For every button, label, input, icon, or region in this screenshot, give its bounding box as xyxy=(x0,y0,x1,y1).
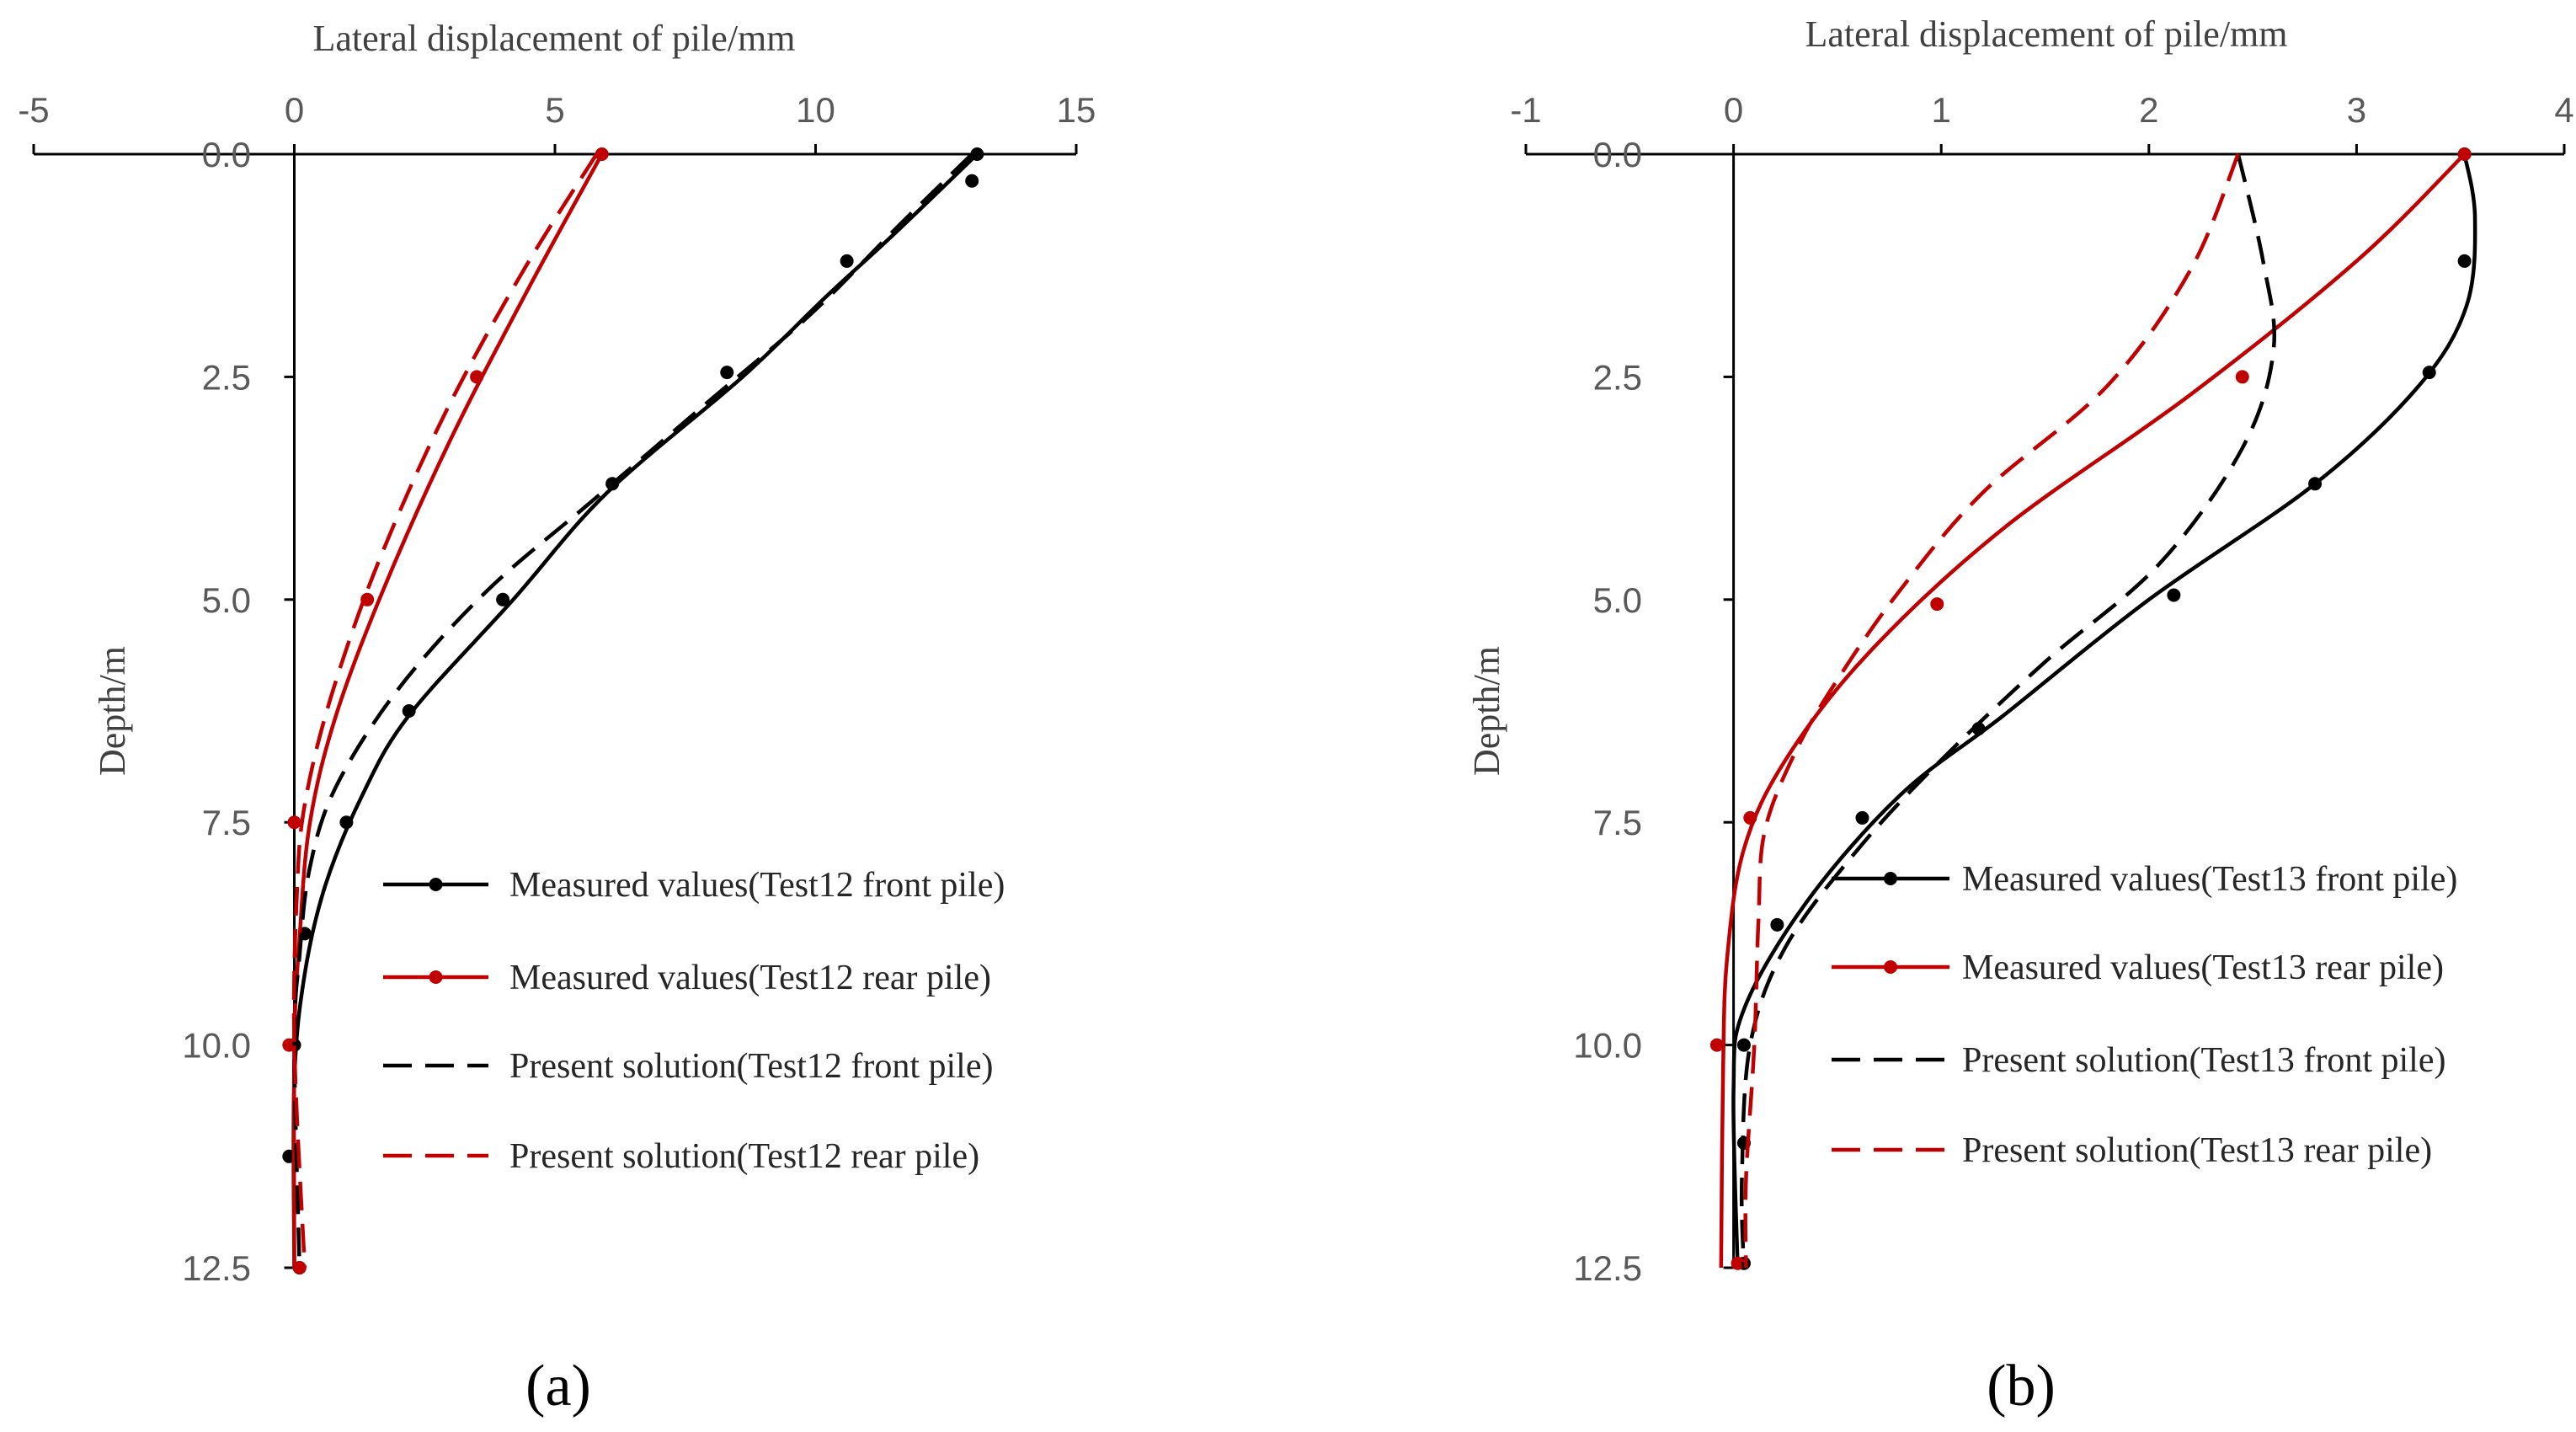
data-point xyxy=(1855,810,1869,825)
x-tick-label: 5 xyxy=(545,90,564,130)
x-tick-label: 2 xyxy=(2139,90,2158,130)
y-tick-label: 2.5 xyxy=(1593,357,1642,397)
series-line xyxy=(1743,153,2240,1269)
data-point xyxy=(1930,597,1944,612)
data-point xyxy=(970,147,984,161)
data-point xyxy=(2457,147,2472,161)
data-point xyxy=(1731,1256,1745,1270)
x-tick-label: 1 xyxy=(1932,90,1951,130)
legend: Measured values(Test12 front pile) Measur… xyxy=(383,866,1005,1176)
series-4 xyxy=(291,152,599,1269)
legend-entry: Measured values(Test13 rear pile) xyxy=(1962,948,2444,987)
x-axis-label: Lateral displacement of pile/mm xyxy=(312,18,795,59)
series-1 xyxy=(282,147,984,1274)
y-tick-label: 0.0 xyxy=(202,135,251,174)
x-tick-label: -5 xyxy=(18,90,49,130)
data-point xyxy=(2167,588,2181,602)
legend-entry: Present solution(Test12 rear pile) xyxy=(509,1137,979,1176)
legend: Measured values(Test13 front pile) Measur… xyxy=(1832,860,2457,1170)
y-tick-label: 5.0 xyxy=(1593,580,1642,620)
data-point xyxy=(402,704,416,718)
data-point xyxy=(595,147,609,161)
data-point xyxy=(287,815,301,830)
legend-entry: Present solution(Test13 rear pile) xyxy=(1962,1131,2432,1170)
legend-marker xyxy=(429,970,443,984)
legend-entry: Measured values(Test12 front pile) xyxy=(509,866,1005,905)
series-line xyxy=(1719,152,2467,1269)
y-tick-label: 10.0 xyxy=(182,1026,251,1066)
data-point xyxy=(1709,1038,1724,1052)
data-point xyxy=(965,174,979,188)
data-point xyxy=(720,366,734,380)
series-line xyxy=(291,152,599,1269)
x-tick-label: 10 xyxy=(796,90,835,130)
y-tick-label: 12.5 xyxy=(182,1248,251,1288)
y-tick-label: 2.5 xyxy=(202,357,251,397)
data-point xyxy=(840,254,854,268)
x-tick-label: 15 xyxy=(1057,90,1096,130)
legend-entry: Present solution(Test13 front pile) xyxy=(1962,1041,2445,1080)
data-point xyxy=(1770,917,1784,932)
series-2 xyxy=(282,147,609,1274)
x-tick-label: -1 xyxy=(1510,90,1541,130)
data-point xyxy=(1736,1038,1751,1052)
y-tick-label: 12.5 xyxy=(1573,1248,1642,1288)
legend-marker xyxy=(429,878,443,891)
legend-marker xyxy=(1884,872,1897,885)
data-point xyxy=(1743,810,1757,825)
data-point xyxy=(292,1261,307,1274)
y-axis-label: Depth/m xyxy=(1466,646,1507,776)
y-tick-label: 10.0 xyxy=(1573,1026,1642,1066)
x-tick-label: 0 xyxy=(1724,90,1743,130)
series-1 xyxy=(1731,147,2477,1270)
data-point xyxy=(2457,254,2472,268)
legend-entry: Measured values(Test13 front pile) xyxy=(1962,860,2457,899)
panel-label: (a) xyxy=(525,1354,591,1419)
data-point xyxy=(2308,477,2323,491)
legend-marker xyxy=(1884,960,1897,974)
series-line xyxy=(292,152,973,1269)
y-tick-label: 5.0 xyxy=(202,580,251,620)
data-point xyxy=(496,592,510,606)
data-point xyxy=(2235,370,2249,384)
data-point xyxy=(470,370,484,384)
series-3 xyxy=(292,152,973,1269)
y-tick-label: 7.5 xyxy=(202,803,251,842)
x-axis-label: Lateral displacement of pile/mm xyxy=(1805,13,2287,55)
series-line xyxy=(291,152,979,1269)
data-point xyxy=(2422,366,2436,380)
y-tick-label: 7.5 xyxy=(1593,803,1642,842)
data-point xyxy=(339,815,354,830)
y-tick-label: 0.0 xyxy=(1593,135,1642,174)
legend-entry: Measured values(Test12 rear pile) xyxy=(509,959,991,997)
legend-entry: Present solution(Test12 front pile) xyxy=(509,1047,993,1086)
x-tick-label: 0 xyxy=(285,90,304,130)
series-4 xyxy=(1743,153,2240,1269)
x-tick-label: 3 xyxy=(2347,90,2366,130)
series-line xyxy=(1731,153,2477,1269)
y-axis-label: Depth/m xyxy=(92,646,133,776)
chart-panel-b: Lateral displacement of pile/mm -1 0 1 2 3 4 0.… xyxy=(1466,13,2574,1419)
x-tick-label: 4 xyxy=(2554,90,2573,130)
panel-label: (b) xyxy=(1987,1354,2056,1419)
series-line xyxy=(291,152,604,1269)
series-2 xyxy=(1709,147,2472,1270)
chart-panel-a: Lateral displacement of pile/mm -5 0 5 10 15 0… xyxy=(18,18,1096,1419)
